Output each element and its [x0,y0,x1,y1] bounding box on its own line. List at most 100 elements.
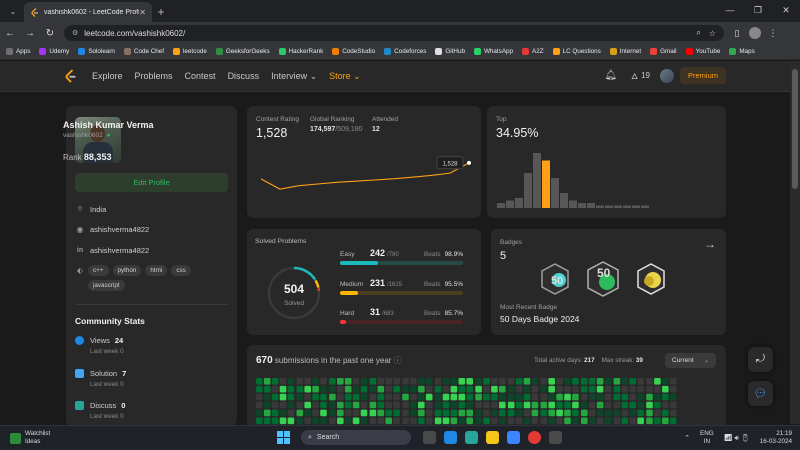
histogram-bar [605,205,613,208]
submission-heatmap[interactable] [247,377,726,427]
badge-icons[interactable]: 50 50 [537,260,687,304]
heatmap-cell [540,409,548,417]
bookmark-item[interactable]: Code Chef [123,48,164,55]
vscode-icon[interactable] [507,431,520,444]
page-scrollbar[interactable] [790,61,800,424]
site-info-icon[interactable]: ⚙ [72,30,79,37]
bookmark-item[interactable]: GitHub [435,48,465,55]
badge-days-icon[interactable]: 50 [587,261,619,297]
nav-avatar[interactable] [659,68,674,83]
bookmark-star-icon[interactable]: ☆ [708,28,716,38]
heatmap-cell [646,393,653,401]
bookmark-item[interactable]: A2Z [522,48,544,55]
heatmap-cell [581,401,588,409]
nav-link[interactable]: Contest [184,70,216,81]
bookmark-item[interactable]: WhatsApp [473,48,513,55]
skill-tag[interactable]: python [112,265,142,276]
nav-link[interactable]: Store ⌄ [329,70,361,81]
skill-tag[interactable]: css [171,265,191,276]
bookmark-item[interactable]: Maps [729,48,755,55]
year-select[interactable]: Current ⌄ [665,353,716,368]
bookmark-item[interactable]: YouTube [685,48,720,55]
solved-progress-ring[interactable] [264,263,324,323]
streak-counter[interactable]: 🜂 19 [631,67,650,84]
nav-link[interactable]: Interview ⌄ [271,70,318,81]
edge-browser-icon[interactable] [444,431,457,444]
sidebar-toggle-icon[interactable]: ▯ [734,27,740,38]
premium-button[interactable]: Premium [679,67,726,84]
tray-chevron-icon[interactable]: ⌃ [684,435,691,442]
bookmark-item[interactable]: CodeStudio [332,48,375,55]
close-window-icon[interactable]: ✕ [782,4,790,15]
address-bar[interactable]: ⚙ leetcode.com/vashishk0602/ ⌕ ☆ [64,25,724,41]
github-link[interactable]: ashishverma4822 [90,225,150,234]
browser-tab[interactable]: vashishk0602 - LeetCode Profi ✕ [24,2,152,22]
skill-tag[interactable]: c++ [88,265,109,276]
bookmark-item[interactable]: GeeksforGeeks [215,48,270,55]
scrollbar-thumb[interactable] [792,69,798,189]
rating-history-chart[interactable]: 1,528 [247,106,481,218]
reload-icon[interactable]: ↻ [45,27,55,39]
bookmark-item[interactable]: Gmail [650,48,677,55]
new-tab-button[interactable]: + [157,5,165,19]
linkedin-row[interactable]: in ashishverma4822 [75,246,149,255]
bookmark-item[interactable]: leetcode [173,48,207,55]
leetcode-logo-icon[interactable] [64,68,78,84]
heatmap-cell [287,378,295,385]
wifi-volume-battery-icon[interactable]: 📶︎ 🔊︎ 🔋︎ [723,434,750,442]
windows-start-icon[interactable] [277,431,290,444]
edit-profile-button[interactable]: Edit Profile [75,173,228,192]
minimize-icon[interactable]: — [725,5,735,15]
info-icon[interactable]: ⓘ [393,356,402,365]
linkedin-link[interactable]: ashishverma4822 [90,246,150,255]
arrow-right-icon[interactable]: → [704,237,716,251]
taskbar-search[interactable]: ⌕ Search [301,430,411,445]
bookmark-item[interactable]: Sololearn [78,48,115,55]
location-text: India [90,204,107,214]
browser-tab-bar: ⌄ vashishk0602 - LeetCode Profi ✕ + — ❐ … [0,0,800,22]
forward-icon[interactable]: → [25,27,35,39]
settings-app-icon[interactable] [549,431,562,444]
chat-floating-button[interactable]: 💬︎ [748,381,773,406]
chrome-icon[interactable] [528,431,541,444]
bookmark-item[interactable]: Udemy [39,48,69,55]
bookmark-item[interactable]: Internet [609,48,641,55]
file-explorer-icon[interactable] [486,431,499,444]
percentile-histogram[interactable] [487,106,726,218]
search-icon: ⌕ [308,433,312,441]
back-icon[interactable]: ← [5,27,15,39]
skill-tag[interactable]: javascript [88,280,125,291]
tab-search-icon[interactable]: ⌄ [9,6,17,16]
badge-50-days-icon[interactable]: 50 [541,263,569,295]
task-view-icon[interactable] [423,431,436,444]
bookmark-label: CodeStudio [342,48,376,55]
language-indicator[interactable]: ENG IN [700,430,714,446]
histogram-bar [578,203,586,208]
store-app-icon[interactable] [465,431,478,444]
notification-bell-icon[interactable]: 🔔︎ [604,70,618,81]
profile-avatar-icon[interactable] [746,27,764,39]
menu-kebab-icon[interactable]: ⋮ [768,27,778,38]
badge-yellow-icon[interactable] [637,263,665,295]
nav-link[interactable]: Problems [134,70,173,81]
bookmark-item[interactable]: HackerRank [278,48,323,55]
zoom-search-icon[interactable]: ⌕ [696,28,701,37]
github-row[interactable]: ◉ ashishverma4822 [75,225,150,234]
bookmark-item[interactable]: LC Questions [552,48,601,55]
nav-link[interactable]: Discuss [227,70,260,81]
bookmark-item[interactable]: Codeforces [384,48,426,55]
skill-tag[interactable]: html [145,265,168,276]
heatmap-cell [548,409,555,417]
heatmap-cell [613,417,621,425]
heatmap-cell [483,401,490,409]
refresh-floating-button[interactable]: ⤾ [748,347,773,372]
stat-label: Views [90,336,110,345]
clock[interactable]: 21:19 16-03-2024 [760,430,792,446]
heatmap-cell [304,401,311,409]
rating-point [467,160,471,165]
nav-link[interactable]: Explore [92,70,123,81]
maximize-icon[interactable]: ❐ [753,4,763,15]
tab-close-icon[interactable]: ✕ [139,7,146,17]
watchlist-widget[interactable]: Watchlist Ideas [10,430,50,446]
bookmark-item[interactable]: Apps [6,48,30,55]
